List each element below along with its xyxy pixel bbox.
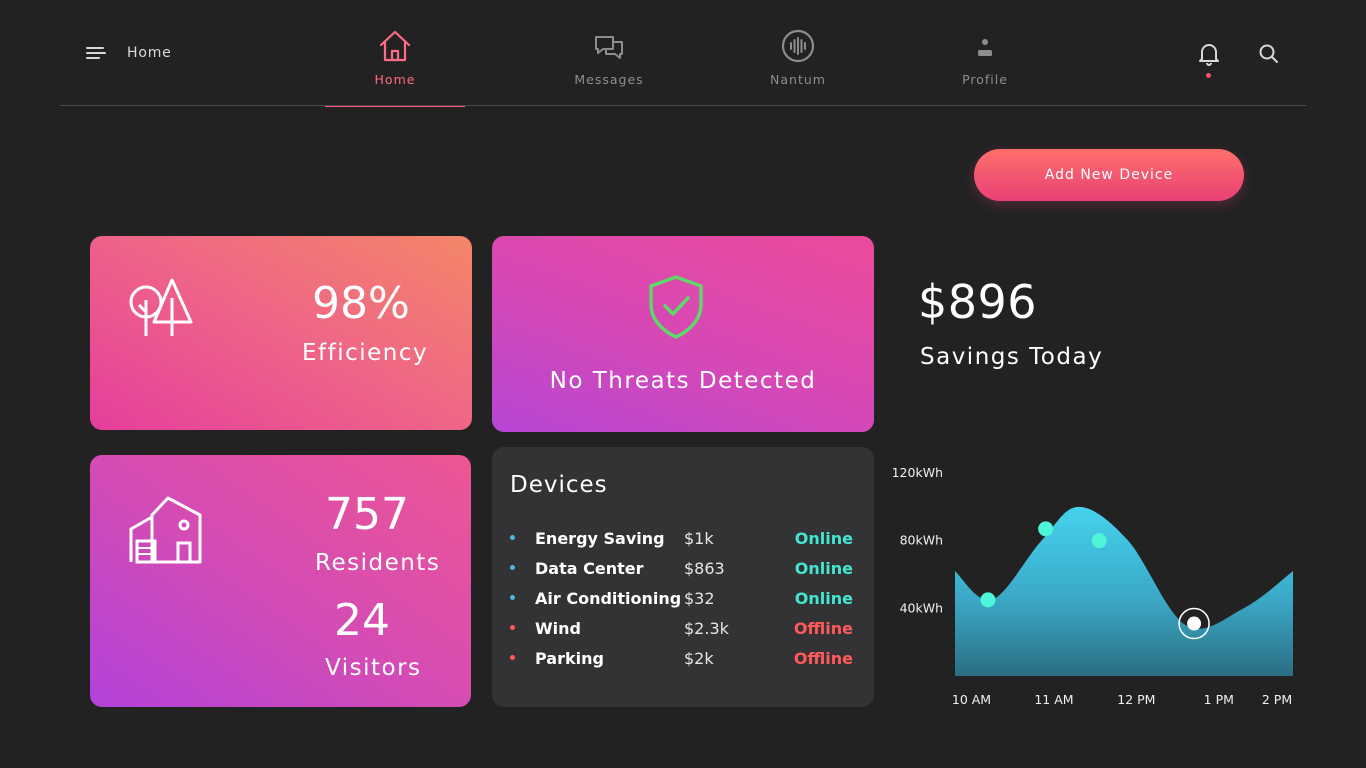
device-status: Offline xyxy=(793,619,853,638)
header-divider xyxy=(60,105,1306,106)
messages-icon xyxy=(595,36,623,59)
energy-chart: 120kWh 80kWh 40kWh 10 AM 11 AM 12 PM 1 PM 2 PM xyxy=(892,465,1293,707)
efficiency-value: 98% xyxy=(312,278,410,329)
top-bar: Home Home Messages Nantum Pr xyxy=(0,0,1366,107)
device-row[interactable]: Energy Saving $1k Online xyxy=(492,527,874,551)
device-row[interactable]: Data Center $863 Online xyxy=(492,557,874,581)
add-new-device-button[interactable]: Add New Device xyxy=(974,149,1244,201)
device-name: Wind xyxy=(535,619,581,638)
device-cost: $2k xyxy=(684,649,714,668)
efficiency-label: Efficiency xyxy=(302,340,429,366)
device-name: Parking xyxy=(535,649,604,668)
y-tick-label: 40kWh xyxy=(900,600,943,615)
savings-label: Savings Today xyxy=(920,344,1104,370)
data-point[interactable] xyxy=(1091,533,1107,549)
devices-title: Devices xyxy=(510,472,608,498)
search-icon xyxy=(1259,44,1278,63)
device-status-dot xyxy=(510,595,515,600)
device-status: Online xyxy=(794,589,853,608)
device-name: Air Conditioning xyxy=(535,589,682,608)
device-cost: $863 xyxy=(684,559,725,578)
nav-label-profile: Profile xyxy=(962,72,1008,87)
profile-icon xyxy=(978,39,992,56)
data-point[interactable] xyxy=(1038,521,1054,537)
energy-area xyxy=(955,506,1293,676)
bell-icon xyxy=(1199,44,1219,66)
nav-label-nantum: Nantum xyxy=(770,72,826,87)
visitors-value: 24 xyxy=(334,595,390,646)
device-cost: $32 xyxy=(684,589,715,608)
residents-card[interactable]: 757 Residents 24 Visitors xyxy=(90,455,471,707)
device-status: Online xyxy=(794,559,853,578)
x-tick-label: 2 PM xyxy=(1262,692,1292,707)
x-tick-label: 1 PM xyxy=(1204,692,1234,707)
residents-value: 757 xyxy=(325,489,409,540)
security-card[interactable]: No Threats Detected xyxy=(492,236,874,432)
breadcrumb: Home xyxy=(127,45,172,61)
device-status: Offline xyxy=(793,649,853,668)
efficiency-card[interactable]: 98% Efficiency xyxy=(90,236,472,430)
x-tick-label: 10 AM xyxy=(952,692,991,707)
device-status-dot xyxy=(510,565,515,570)
security-status: No Threats Detected xyxy=(549,368,817,394)
nantum-icon xyxy=(781,29,815,63)
selected-point-ring xyxy=(1178,607,1210,640)
y-tick-label: 80kWh xyxy=(900,533,943,548)
shield-check-icon xyxy=(649,275,703,339)
home-icon xyxy=(379,30,411,62)
device-name: Energy Saving xyxy=(535,529,665,548)
menu-icon[interactable] xyxy=(86,43,108,63)
data-point[interactable] xyxy=(980,592,996,608)
devices-card: Devices Energy Saving $1k Online Data Ce… xyxy=(492,447,874,707)
device-row[interactable]: Air Conditioning $32 Online xyxy=(492,587,874,611)
x-tick-label: 11 AM xyxy=(1034,692,1073,707)
notification-dot xyxy=(1206,73,1211,78)
savings-value: $896 xyxy=(918,275,1038,329)
notifications-button[interactable] xyxy=(1198,42,1220,78)
building-icon xyxy=(129,496,202,564)
device-row[interactable]: Parking $2k Offline xyxy=(492,647,874,671)
x-tick-label: 12 PM xyxy=(1117,692,1155,707)
device-status-dot xyxy=(510,625,515,630)
nav-label-messages: Messages xyxy=(574,72,644,87)
device-status-dot xyxy=(510,535,515,540)
trees-icon xyxy=(129,278,193,336)
device-row[interactable]: Wind $2.3k Offline xyxy=(492,617,874,641)
y-tick-label: 120kWh xyxy=(892,465,943,480)
visitors-label: Visitors xyxy=(325,655,422,681)
nav-label-home: Home xyxy=(374,72,416,87)
nav-tab-nantum[interactable]: Nantum xyxy=(762,28,834,106)
nav-tab-messages[interactable]: Messages xyxy=(566,28,652,106)
device-cost: $2.3k xyxy=(684,619,729,638)
device-status: Online xyxy=(794,529,853,548)
search-button[interactable] xyxy=(1258,43,1280,65)
nav-tab-profile[interactable]: Profile xyxy=(956,28,1014,106)
device-name: Data Center xyxy=(535,559,644,578)
residents-label: Residents xyxy=(315,550,441,576)
device-status-dot xyxy=(510,655,515,660)
device-cost: $1k xyxy=(684,529,714,548)
selected-data-point[interactable] xyxy=(1187,616,1202,631)
nav-tab-home[interactable]: Home xyxy=(325,28,465,107)
